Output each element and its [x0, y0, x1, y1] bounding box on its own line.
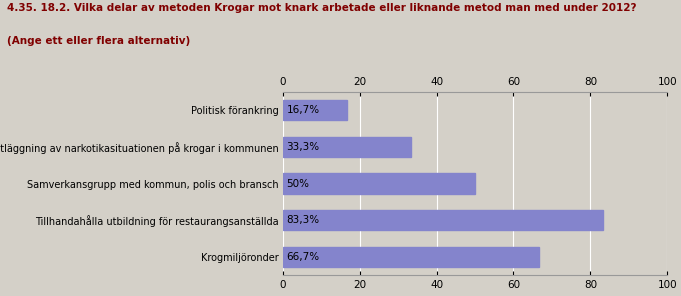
Bar — [283, 100, 347, 120]
Bar — [283, 210, 603, 230]
Text: 33,3%: 33,3% — [287, 142, 319, 152]
Text: 83,3%: 83,3% — [287, 215, 319, 225]
Text: 16,7%: 16,7% — [287, 105, 319, 115]
Bar — [283, 173, 475, 194]
Bar — [283, 137, 411, 157]
Text: (Ange ett eller flera alternativ): (Ange ett eller flera alternativ) — [7, 36, 190, 46]
Text: 50%: 50% — [287, 178, 309, 189]
Text: 4.35. 18.2. Vilka delar av metoden Krogar mot knark arbetade eller liknande meto: 4.35. 18.2. Vilka delar av metoden Kroga… — [7, 3, 636, 13]
Text: 66,7%: 66,7% — [287, 252, 319, 262]
Bar — [283, 247, 539, 267]
